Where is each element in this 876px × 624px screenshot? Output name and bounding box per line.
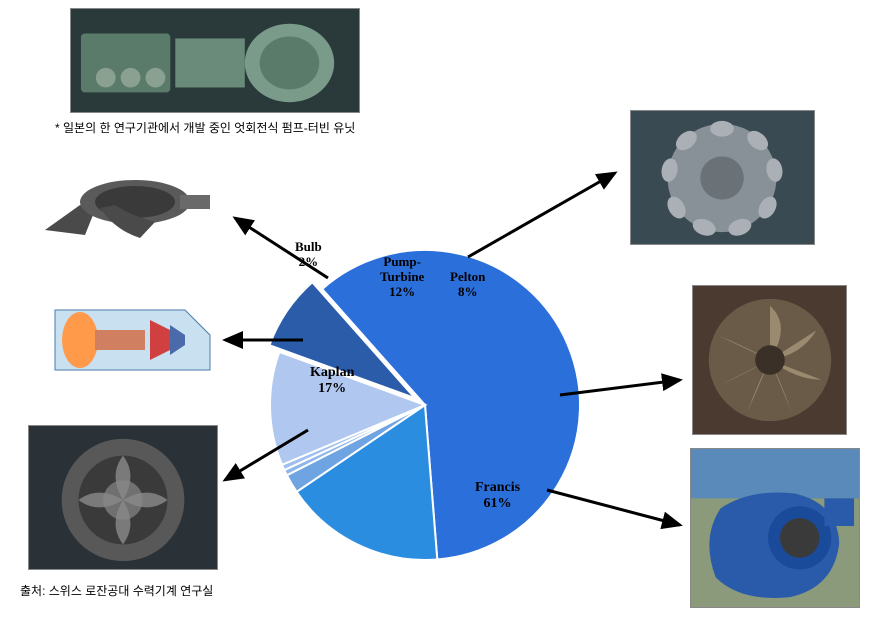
pelton-wheel-photo: [630, 110, 815, 245]
pie-label-bulb: Bulb2%: [295, 240, 322, 270]
francis-casing-photo: [690, 448, 860, 608]
kaplan-diagram-photo: [25, 280, 215, 390]
top-machine-photo: [70, 8, 360, 113]
source-caption: 출처: 스위스 로잔공대 수력기계 연구실: [20, 582, 213, 599]
pie-label-kaplan: Kaplan17%: [310, 365, 354, 397]
pie-label-pumpturbine: Pump-Turbine12%: [380, 255, 424, 300]
bulb-turbine-photo: [25, 160, 220, 265]
pie-label-pelton: Pelton8%: [450, 270, 485, 300]
pie-label-francis: Francis61%: [475, 480, 520, 512]
kaplan-turbine-photo: [28, 425, 218, 570]
francis-runner-photo: [692, 285, 847, 435]
top-photo-caption: * 일본의 한 연구기관에서 개발 중인 엇회전식 펌프-터빈 유닛: [55, 119, 355, 136]
